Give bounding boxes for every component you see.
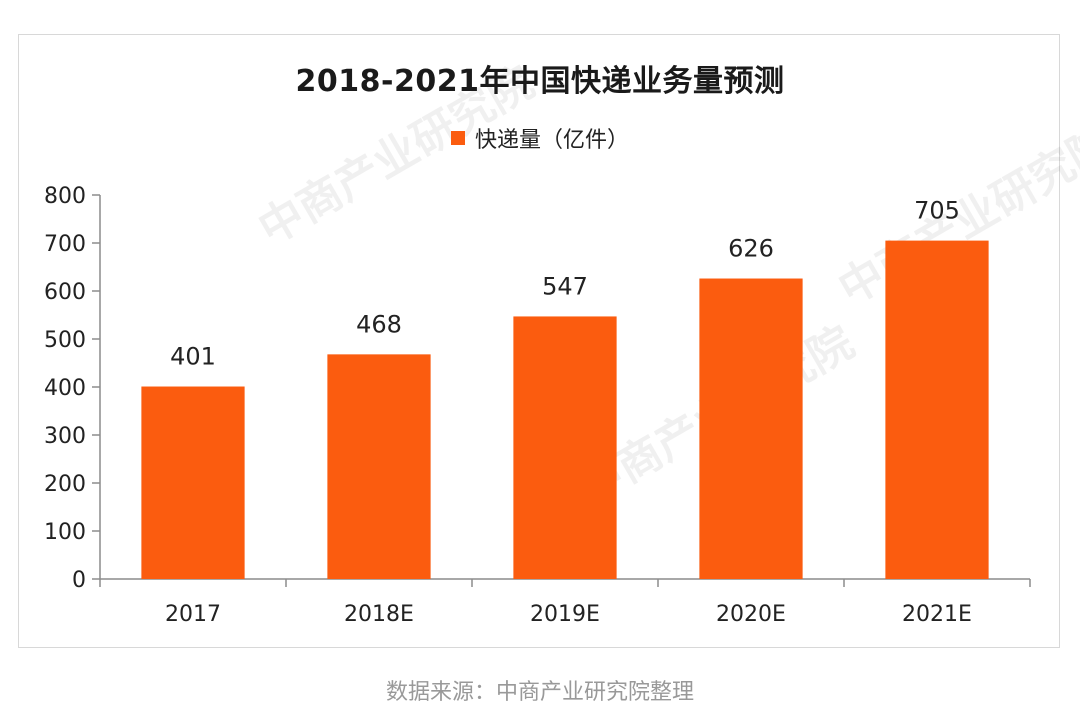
x-tick-label-2020E: 2020E	[716, 602, 786, 627]
x-tick-label-2021E: 2021E	[902, 602, 972, 627]
y-tick-label: 400	[44, 376, 86, 401]
y-tick-label: 100	[44, 520, 86, 545]
data-label-2019E: 547	[542, 272, 588, 300]
data-label-2017: 401	[170, 343, 216, 371]
legend-swatch	[450, 131, 465, 145]
x-tick-label-2019E: 2019E	[530, 602, 600, 627]
y-tick-label: 0	[72, 568, 86, 593]
bar-2017	[141, 386, 245, 579]
bar-2019E	[513, 316, 617, 579]
data-label-2020E: 626	[728, 235, 774, 263]
data-label-2021E: 705	[914, 197, 960, 225]
legend-label: 快递量（亿件）	[474, 128, 629, 153]
bar-2021E	[885, 240, 989, 579]
x-tick-label-2018E: 2018E	[344, 602, 414, 627]
y-tick-label: 700	[44, 232, 86, 257]
source-note: 数据来源：中商产业研究院整理	[385, 680, 694, 705]
data-label-2018E: 468	[356, 310, 402, 338]
x-tick-label-2017: 2017	[165, 602, 221, 627]
bar-2018E	[327, 354, 431, 579]
y-tick-label: 800	[44, 184, 86, 209]
chart-title: 2018-2021年中国快递业务量预测	[295, 64, 785, 99]
chart-legend: 快递量（亿件）	[0, 122, 1080, 154]
y-tick-label: 200	[44, 472, 86, 497]
y-tick-label: 600	[44, 280, 86, 305]
bar-2020E	[699, 278, 803, 579]
y-tick-label: 300	[44, 424, 86, 449]
y-tick-label: 500	[44, 328, 86, 353]
